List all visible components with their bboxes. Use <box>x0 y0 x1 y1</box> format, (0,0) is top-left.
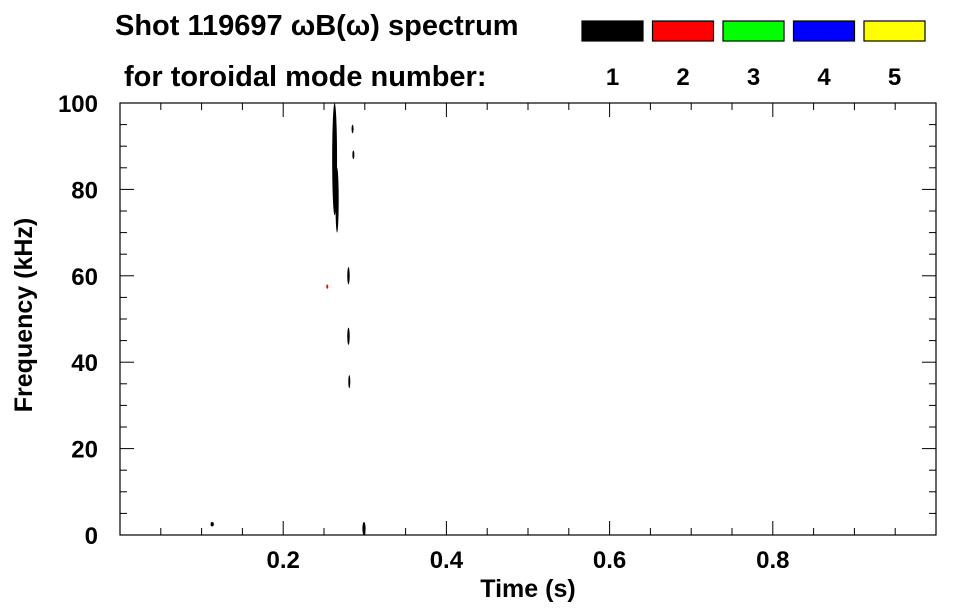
x-tick-label: 0.2 <box>267 547 300 574</box>
spectrum-feature-mode-1 <box>210 522 214 527</box>
legend-swatch-mode-3 <box>722 20 785 42</box>
legend-swatch-mode-4 <box>792 20 856 42</box>
spectrum-feature-mode-1 <box>347 267 350 285</box>
legend-swatch-mode-1 <box>581 20 644 42</box>
legend-swatch-mode-5 <box>863 20 926 42</box>
axis-ticks <box>120 103 936 535</box>
chart-title-line1: Shot 119697 ωB(ω) spectrum <box>115 10 519 42</box>
spectrum-feature-mode-1 <box>351 124 354 134</box>
spectrum-feature-mode-2 <box>326 284 329 289</box>
x-tick-label: 0.4 <box>430 547 464 574</box>
legend-label-mode-5: 5 <box>888 64 901 91</box>
x-tick-label: 0.6 <box>593 547 626 574</box>
y-tick-label: 100 <box>58 91 98 118</box>
chart-title-line2: for toroidal mode number: <box>124 61 487 93</box>
x-tick-label: 0.8 <box>756 547 789 574</box>
y-tick-label: 20 <box>71 437 98 464</box>
legend: 1 2 3 4 5 <box>581 20 926 91</box>
y-axis-label: Frequency (kHz) <box>10 218 38 412</box>
plot-frame <box>119 102 937 536</box>
y-tick-label: 60 <box>71 264 98 291</box>
spectrum-feature-mode-1 <box>348 375 351 389</box>
spectrum-feature-mode-1 <box>347 327 350 345</box>
legend-label-mode-2: 2 <box>676 64 689 91</box>
spectrum-feature-mode-1 <box>335 167 339 233</box>
legend-label-mode-4: 4 <box>817 64 831 91</box>
legend-swatch-mode-2 <box>651 20 715 42</box>
y-tick-label: 80 <box>71 177 98 204</box>
spectrum-features <box>210 103 366 536</box>
spectrum-feature-mode-1 <box>352 150 355 160</box>
x-axis-label: Time (s) <box>480 575 575 603</box>
axis-tick-labels: 0.2 0.4 0.6 0.8 0 20 40 60 80 100 <box>58 91 790 574</box>
legend-label-mode-1: 1 <box>606 64 619 91</box>
legend-label-mode-3: 3 <box>747 64 760 91</box>
y-tick-label: 40 <box>71 350 98 377</box>
y-tick-label: 0 <box>85 523 98 550</box>
